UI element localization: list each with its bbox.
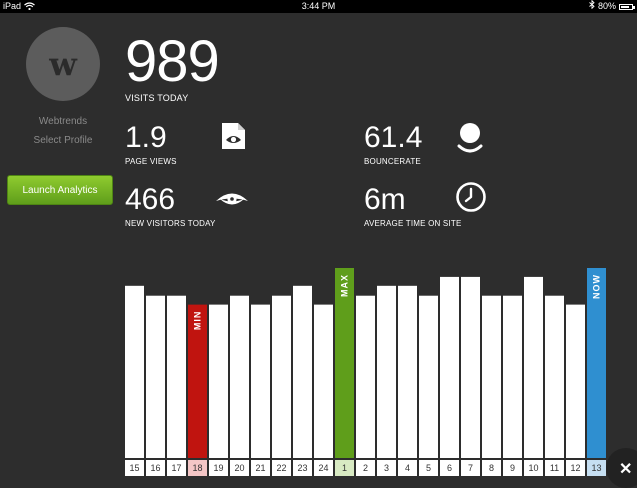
chart-bar-1[interactable] — [335, 268, 354, 458]
battery-icon — [619, 3, 635, 10]
chart-x-tick-4: 4 — [398, 460, 417, 476]
chart-now-label: NOW — [592, 274, 602, 299]
chart-bar-20[interactable] — [230, 295, 249, 458]
chart-x-tick-11: 11 — [545, 460, 564, 476]
visits-today-value: 989 — [125, 29, 220, 94]
new-visitors-value: 466 — [125, 183, 176, 216]
chart-bar-9[interactable] — [503, 295, 522, 458]
chart-x-tick-21: 21 — [251, 460, 270, 476]
chart-x-tick-18: 18 — [188, 460, 207, 476]
chart-x-tick-15: 15 — [125, 460, 144, 476]
chart-bar-13[interactable] — [587, 268, 606, 458]
visits-today-label: VISITS TODAY — [125, 93, 189, 103]
chart-x-tick-7: 7 — [461, 460, 480, 476]
eye-icon — [216, 193, 248, 205]
chart-x-tick-20: 20 — [230, 460, 249, 476]
profile-avatar[interactable]: w — [26, 27, 100, 101]
profile-name: Webtrends — [38, 116, 88, 127]
chart-x-tick-12: 12 — [566, 460, 585, 476]
chart-x-tick-5: 5 — [419, 460, 438, 476]
new-visitors-label: NEW VISITORS TODAY — [125, 219, 216, 228]
select-profile-link[interactable]: Select Profile — [33, 135, 93, 146]
avg-time-value: 6m — [364, 183, 406, 216]
chart-x-tick-22: 22 — [272, 460, 291, 476]
chart-x-tick-2: 2 — [356, 460, 375, 476]
chart-bar-10[interactable] — [524, 276, 543, 458]
daily-visits-chart: MIN MAX NOW — [125, 268, 606, 458]
chart-bar-23[interactable] — [293, 285, 312, 458]
chart-bar-21[interactable] — [251, 304, 270, 458]
chart-x-tick-10: 10 — [524, 460, 543, 476]
chart-bar-19[interactable] — [209, 304, 228, 458]
chart-bar-22[interactable] — [272, 295, 291, 458]
chart-bar-5[interactable] — [419, 295, 438, 458]
chart-bar-4[interactable] — [398, 285, 417, 458]
chart-x-tick-17: 17 — [167, 460, 186, 476]
chart-bar-8[interactable] — [482, 295, 501, 458]
bouncerate-value: 61.4 — [364, 121, 423, 154]
chart-bar-12[interactable] — [566, 304, 585, 458]
close-button[interactable]: ✕ — [606, 448, 637, 488]
chart-bar-6[interactable] — [440, 276, 459, 458]
chart-bar-17[interactable] — [167, 295, 186, 458]
chart-x-tick-13: 13 — [587, 460, 606, 476]
chart-max-label: MAX — [340, 274, 350, 297]
battery-level-fill — [621, 5, 629, 8]
chart-min-label: MIN — [193, 311, 203, 331]
chart-bar-18[interactable] — [188, 304, 207, 458]
chart-bar-2[interactable] — [356, 295, 375, 458]
chart-bar-24[interactable] — [314, 304, 333, 458]
launch-analytics-button[interactable]: Launch Analytics — [7, 175, 113, 205]
chart-x-tick-8: 8 — [482, 460, 501, 476]
status-time: 3:44 PM — [301, 1, 336, 11]
status-left: iPad — [3, 0, 35, 13]
chart-bar-16[interactable] — [146, 295, 165, 458]
chart-bar-7[interactable] — [461, 276, 480, 458]
chart-x-tick-23: 23 — [293, 460, 312, 476]
chart-x-tick-1: 1 — [335, 460, 354, 476]
device-name: iPad — [3, 1, 22, 11]
status-right: 80% — [589, 0, 635, 13]
bouncerate-label: BOUNCERATE — [364, 157, 421, 166]
battery-percent: 80% — [597, 1, 616, 11]
wifi-icon — [23, 1, 35, 11]
bluetooth-icon — [589, 0, 595, 13]
avg-time-label: AVERAGE TIME ON SITE — [364, 219, 462, 228]
page-views-label: PAGE VIEWS — [125, 157, 177, 166]
chart-x-tick-3: 3 — [377, 460, 396, 476]
status-bar: iPad 3:44 PM 80% — [0, 0, 637, 13]
chart-x-tick-19: 19 — [209, 460, 228, 476]
chart-bar-3[interactable] — [377, 285, 396, 458]
chart-x-tick-16: 16 — [146, 460, 165, 476]
chart-bar-15[interactable] — [125, 285, 144, 458]
chart-bar-11[interactable] — [545, 295, 564, 458]
chart-x-tick-24: 24 — [314, 460, 333, 476]
bounce-ball-icon — [457, 123, 483, 153]
page-views-value: 1.9 — [125, 121, 167, 154]
clock-icon — [456, 182, 486, 212]
chart-x-tick-6: 6 — [440, 460, 459, 476]
chart-x-tick-9: 9 — [503, 460, 522, 476]
page-eye-icon — [222, 123, 245, 149]
